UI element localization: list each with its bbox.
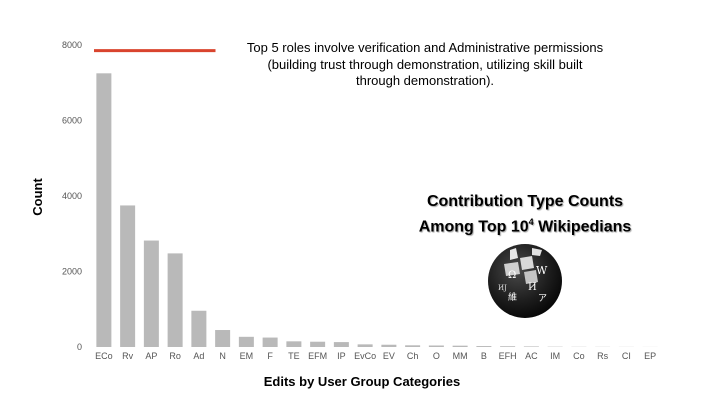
annotation-line: Top 5 roles involve verification and Adm… [246,40,604,55]
x-tick-label: AC [525,351,538,361]
y-tick-label: 0 [77,342,82,352]
wikipedia-globe-icon: W Ω И ИJ 維 ア [488,244,562,318]
y-axis-ticks: 0 2000 4000 6000 8000 [62,40,82,352]
bar-f [262,337,278,347]
y-tick-label: 2000 [62,267,82,277]
bar-b [476,346,492,347]
bar-eco [96,73,112,347]
bar-mm [452,345,468,347]
annotation-line: through demonstration). [355,73,495,88]
bars [96,73,658,347]
x-tick-label: MM [453,351,468,361]
x-tick-label: Rs [597,351,608,361]
x-tick-label: EvCo [354,351,376,361]
y-tick-label: 8000 [62,40,82,50]
x-axis-ticks: ECo Rv AP Ro Ad N EM F TE EFM IP EvCo EV Ch O MM B EFH AC I… [95,351,656,361]
bar-ip [333,342,349,347]
x-tick-label: EV [383,351,395,361]
chart-title-line-2: Among Top 104 Wikipedians [395,212,655,237]
x-tick-label: IM [550,351,560,361]
bar-efm [310,341,326,347]
y-tick-label: 6000 [62,116,82,126]
x-tick-label: EM [240,351,254,361]
x-tick-label: Ro [169,351,181,361]
bar-ev [381,344,397,347]
chart-title-line-1: Contribution Type Counts [426,193,624,210]
x-tick-label: CI [622,351,631,361]
x-tick-label: N [219,351,226,361]
x-tick-label: IP [337,351,346,361]
bar-ac [523,346,539,347]
bar-te [286,341,302,347]
x-tick-label: B [481,351,487,361]
logo-glyph: Ω [508,270,516,281]
y-tick-label: 4000 [62,191,82,201]
bar-ch [405,345,421,347]
logo-glyph: И [528,282,537,293]
x-tick-label: Ad [193,351,204,361]
bar-ro [167,253,183,347]
chart-title: Contribution Type Counts Among Top 104 W… [395,192,655,237]
annotation-text: Top 5 roles involve verification and Adm… [225,40,625,90]
x-tick-label: ECo [95,351,113,361]
bar-evco [357,344,373,347]
x-tick-label: EFH [499,351,517,361]
logo-glyph: ИJ [498,284,507,292]
annotation-line: (building trust through demonstration, u… [267,56,583,72]
x-tick-label: EP [644,351,656,361]
bar-n [215,330,231,347]
title-superscript: 4 [528,217,534,227]
bar-ap [143,240,159,347]
bar-efh [500,346,516,347]
bar-rv [120,205,136,347]
y-axis-title: Count [30,178,45,216]
title-suffix: Wikipedians [533,218,632,236]
x-tick-label: AP [145,351,157,361]
x-tick-label: F [267,351,273,361]
logo-glyph: ア [538,294,547,304]
x-tick-label: Rv [122,351,133,361]
logo-glyph: W [536,264,548,277]
x-tick-label: Co [573,351,585,361]
bar-o [428,345,444,347]
bar-ad [191,310,207,347]
x-axis-title: Edits by User Group Categories [264,374,461,389]
logo-glyph: 維 [508,291,517,303]
title-prefix: Among Top 10 [418,218,529,236]
x-tick-label: EFM [308,351,327,361]
x-tick-label: O [433,351,440,361]
x-tick-label: Ch [407,351,419,361]
x-tick-label: TE [288,351,300,361]
bar-em [238,336,254,347]
